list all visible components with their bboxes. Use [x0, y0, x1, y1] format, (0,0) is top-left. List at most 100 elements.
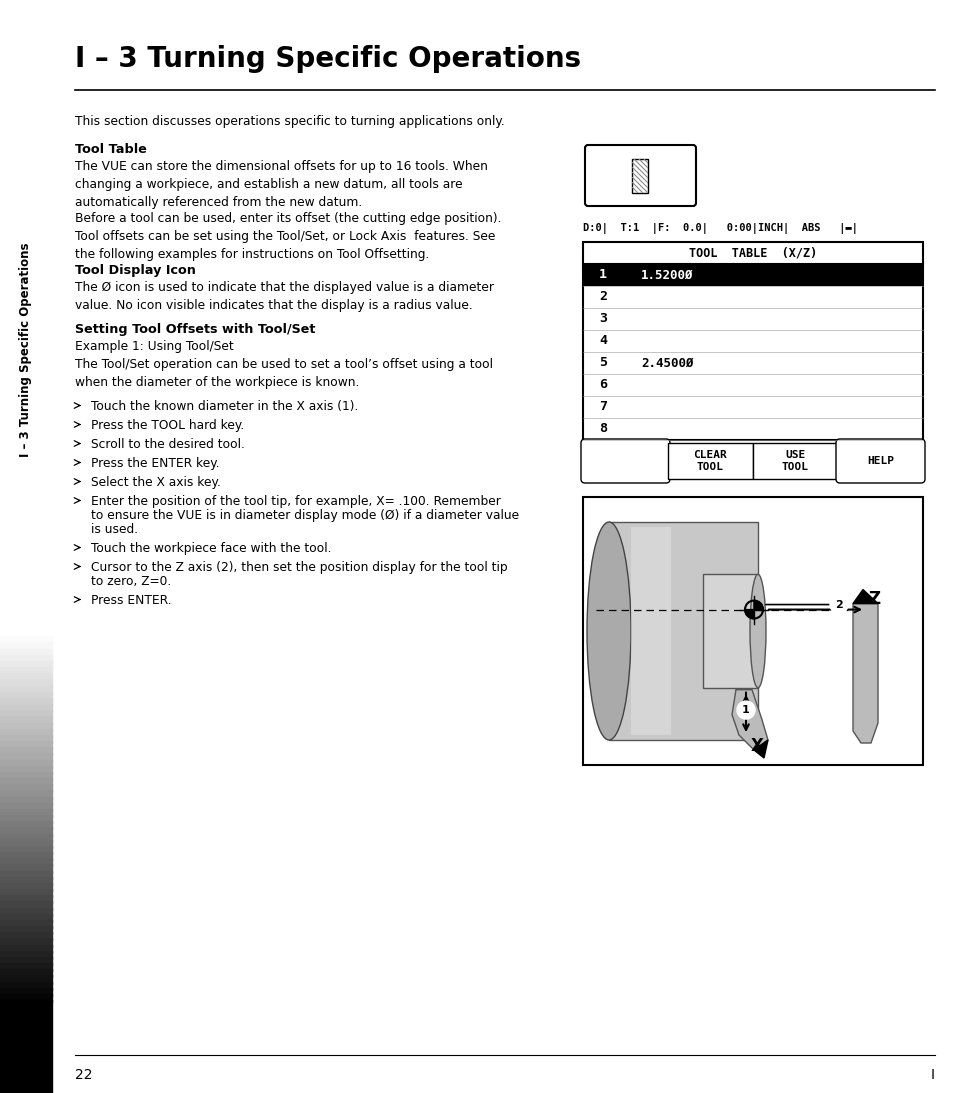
FancyBboxPatch shape	[580, 439, 669, 483]
Text: HELP: HELP	[866, 456, 893, 466]
Text: The Ø icon is used to indicate that the displayed value is a diameter
value. No : The Ø icon is used to indicate that the …	[75, 281, 494, 312]
Text: I – 3 Turning Specific Operations: I – 3 Turning Specific Operations	[19, 243, 32, 457]
Bar	[630, 527, 670, 734]
Bar	[0, 772, 52, 780]
Bar	[0, 988, 52, 996]
Text: 2: 2	[598, 291, 606, 304]
Bar	[0, 839, 52, 848]
Text: 2.4500Ø: 2.4500Ø	[640, 356, 693, 369]
Text: 6: 6	[598, 378, 606, 391]
Text: Before a tool can be used, enter its offset (the cutting edge position).
Tool of: Before a tool can be used, enter its off…	[75, 212, 501, 261]
Bar	[0, 926, 52, 935]
Text: Tool Table: Tool Table	[75, 143, 147, 156]
Bar	[0, 636, 52, 645]
Bar	[0, 865, 52, 872]
Text: 1.5200Ø: 1.5200Ø	[640, 269, 693, 282]
Text: 7: 7	[598, 400, 606, 413]
Bar	[0, 760, 52, 767]
Text: Press the ENTER key.: Press the ENTER key.	[91, 457, 219, 470]
Bar	[0, 815, 52, 823]
Circle shape	[737, 701, 754, 719]
Text: Press the TOOL hard key.: Press the TOOL hard key.	[91, 419, 244, 432]
Bar	[0, 753, 52, 762]
Bar	[0, 630, 52, 638]
Bar	[0, 883, 52, 891]
Text: CLEAR
TOOL: CLEAR TOOL	[693, 450, 726, 472]
Bar	[0, 858, 52, 867]
Bar	[0, 648, 52, 657]
Text: is used.: is used.	[91, 522, 138, 536]
Bar	[0, 834, 52, 842]
Bar	[0, 766, 52, 774]
Text: Cursor to the Z axis (2), then set the position display for the tool tip: Cursor to the Z axis (2), then set the p…	[91, 561, 507, 574]
Text: Scroll to the desired tool.: Scroll to the desired tool.	[91, 438, 245, 451]
Bar	[0, 969, 52, 977]
Polygon shape	[753, 740, 767, 759]
Bar	[0, 802, 52, 811]
Bar	[0, 963, 52, 972]
FancyBboxPatch shape	[835, 439, 924, 483]
Bar	[0, 846, 52, 854]
Text: D:0|  T:1  |F:  0.0|   0:00|INCH|  ABS   |▬|: D:0| T:1 |F: 0.0| 0:00|INCH| ABS |▬|	[582, 223, 857, 234]
Text: 1: 1	[598, 269, 606, 282]
Polygon shape	[852, 589, 877, 603]
Bar	[0, 920, 52, 928]
Bar	[0, 975, 52, 984]
Text: Example 1: Using Tool/Set: Example 1: Using Tool/Set	[75, 340, 233, 353]
Bar	[0, 0, 52, 1093]
Bar	[0, 951, 52, 959]
Text: 22: 22	[75, 1068, 92, 1082]
Bar	[582, 265, 923, 286]
Bar	[0, 729, 52, 737]
Bar	[752, 443, 837, 479]
Ellipse shape	[749, 574, 765, 687]
Text: 8: 8	[598, 423, 606, 435]
Text: I – 3 Turning Specific Operations: I – 3 Turning Specific Operations	[75, 45, 580, 73]
Bar	[0, 914, 52, 921]
Bar	[0, 680, 52, 687]
Bar	[0, 870, 52, 879]
Bar	[0, 982, 52, 989]
Text: I: I	[930, 1068, 934, 1082]
Text: Touch the workpiece face with the tool.: Touch the workpiece face with the tool.	[91, 542, 331, 555]
Text: Select the X axis key.: Select the X axis key.	[91, 475, 221, 489]
Bar	[0, 710, 52, 718]
Text: Z: Z	[867, 589, 880, 608]
Text: Tool Display Icon: Tool Display Icon	[75, 265, 195, 277]
Polygon shape	[852, 603, 877, 743]
Bar	[0, 673, 52, 681]
Bar	[0, 956, 52, 965]
Bar	[632, 158, 648, 192]
Bar	[0, 784, 52, 792]
Bar	[0, 877, 52, 885]
Bar	[0, 902, 52, 909]
Bar	[0, 1000, 52, 1093]
Text: to ensure the VUE is in diameter display mode (Ø) if a diameter value: to ensure the VUE is in diameter display…	[91, 509, 518, 522]
Bar	[0, 889, 52, 897]
Text: Enter the position of the tool tip, for example, X= .100. Remember: Enter the position of the tool tip, for …	[91, 495, 500, 508]
Bar	[582, 497, 923, 765]
Bar	[0, 643, 52, 650]
Text: X: X	[750, 737, 763, 755]
Bar	[0, 809, 52, 816]
Bar	[0, 697, 52, 706]
Bar	[0, 797, 52, 804]
Bar	[0, 994, 52, 1002]
Text: The Tool/Set operation can be used to set a tool’s offset using a tool
when the : The Tool/Set operation can be used to se…	[75, 359, 493, 389]
FancyBboxPatch shape	[584, 145, 696, 205]
Bar	[0, 895, 52, 903]
Bar	[0, 938, 52, 947]
Bar	[0, 827, 52, 835]
Bar	[0, 741, 52, 749]
Bar	[0, 734, 52, 743]
Bar	[0, 667, 52, 675]
Bar	[0, 853, 52, 860]
Bar	[608, 522, 758, 740]
Text: Touch the known diameter in the X axis (1).: Touch the known diameter in the X axis (…	[91, 400, 358, 413]
Text: 3: 3	[598, 313, 606, 326]
Text: Setting Tool Offsets with Tool/Set: Setting Tool Offsets with Tool/Set	[75, 324, 315, 336]
Text: 1: 1	[741, 705, 749, 715]
Bar	[0, 655, 52, 662]
Text: to zero, Z=0.: to zero, Z=0.	[91, 575, 172, 588]
Bar	[0, 748, 52, 755]
